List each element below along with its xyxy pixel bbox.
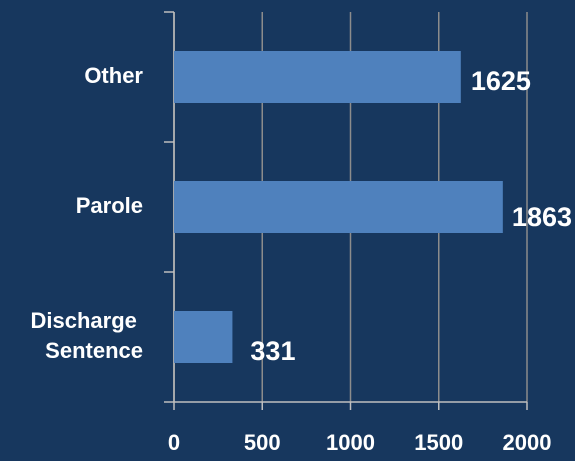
x-tick-label: 1000 [326,430,375,455]
value-label: 331 [250,336,295,366]
bar [174,51,461,103]
x-tick-label: 2000 [503,430,552,455]
category-label: Parole [76,193,143,218]
value-label: 1625 [471,66,531,96]
x-tick-label: 0 [168,430,180,455]
bar [174,311,233,363]
x-tick-label: 500 [244,430,281,455]
value-label: 1863 [512,202,572,232]
category-label: Discharge Sentence [31,308,144,363]
x-tick-label: 1500 [414,430,463,455]
bar [174,181,503,233]
category-label: Other [84,63,143,88]
